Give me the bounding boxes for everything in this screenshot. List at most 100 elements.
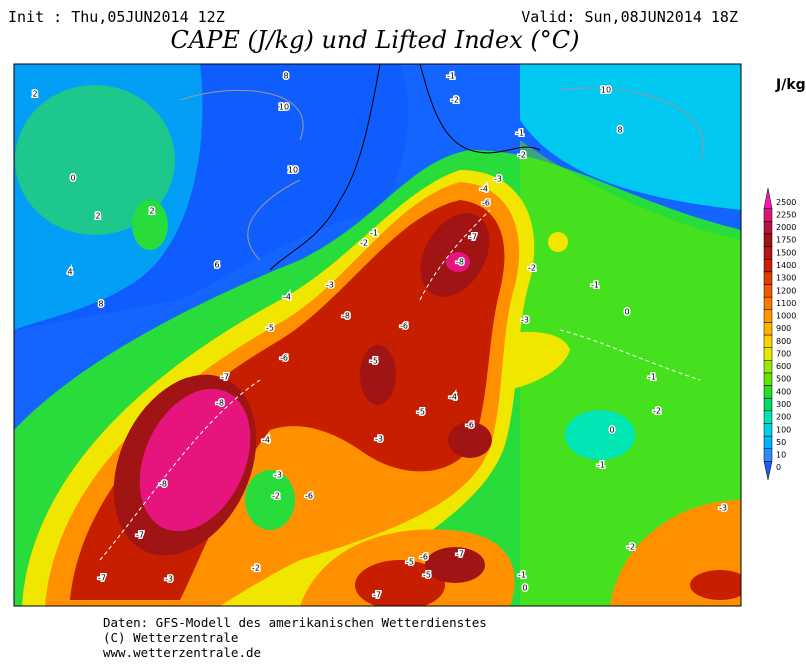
colorbar-label: 10: [776, 451, 786, 460]
contour-label: -8: [159, 480, 167, 489]
contour-label: -5: [406, 558, 414, 567]
init-time: Init : Thu,05JUN2014 12Z: [8, 8, 225, 26]
colorbar-label: 1000: [776, 312, 796, 321]
contour-label: -7: [469, 233, 477, 242]
contour-label: -6: [280, 354, 288, 363]
contour-label: 2: [149, 207, 154, 216]
contour-label: 2: [95, 212, 100, 221]
contour-label: -3: [326, 281, 334, 290]
colorbar-label: 100: [776, 425, 791, 434]
colorbar-label: 300: [776, 400, 791, 409]
footer-line: (C) Wetterzentrale: [103, 630, 238, 645]
colorbar-swatch: [763, 322, 773, 336]
colorbar-swatch: [763, 372, 773, 386]
contour-label: -7: [136, 531, 144, 540]
colorbar-swatch: [763, 397, 773, 412]
contour-labels: -8-8-7-7-7-6-5-4-3-8-7-8-6-5-4-6-5-3-2-1…: [31, 70, 729, 601]
contour-label: -7: [98, 574, 106, 583]
footer-line: Daten: GFS-Modell des amerikanischen Wet…: [103, 615, 487, 630]
contour-label: -1: [591, 281, 599, 290]
map-frame: [13, 63, 742, 607]
colorbar-label: 1100: [776, 299, 796, 308]
map-field: -8-8-7-7-7-6-5-4-3-8-7-8-6-5-4-6-5-3-2-1…: [14, 64, 741, 606]
contour-label: -4: [449, 393, 457, 402]
colorbar-label: 2250: [776, 210, 796, 219]
contour-label: 8: [98, 300, 103, 309]
colorbar-label: 1500: [776, 248, 796, 257]
contour-label: -7: [221, 373, 229, 382]
colorbar-label: 50: [776, 438, 786, 447]
colorbar-swatch: [763, 258, 773, 273]
contour-label: -5: [417, 408, 425, 417]
contour-label: -3: [274, 471, 282, 480]
colorbar-swatch: [763, 435, 773, 449]
contour-label: -6: [420, 553, 428, 562]
contour-label: 4: [67, 268, 72, 277]
contour-label: -3: [494, 175, 502, 184]
contour-label: 0: [522, 584, 527, 593]
colorbar-label: 200: [776, 413, 791, 422]
contour-label: 10: [288, 166, 298, 175]
colorbar-end: [763, 187, 773, 209]
contour-label: -2: [451, 96, 459, 105]
contour-label: -4: [480, 185, 488, 194]
colorbar-swatch: [763, 385, 773, 399]
contour-label: -6: [466, 421, 474, 430]
colorbar-swatch: [763, 208, 773, 222]
colorbar-swatch: [763, 448, 773, 462]
footer-line: www.wetterzentrale.de: [103, 645, 261, 660]
colorbar-swatch: [763, 423, 773, 437]
colorbar-label: 900: [776, 324, 791, 333]
contour-label: 8: [283, 72, 288, 81]
contour-label: -3: [165, 575, 173, 584]
colorbar-label: 500: [776, 375, 791, 384]
contour-label: -1: [597, 461, 605, 470]
contour-label: -8: [342, 312, 350, 321]
colorbar-swatch: [763, 246, 773, 260]
contour-label: 2: [32, 90, 37, 99]
contour-label: -2: [272, 492, 280, 501]
colorbar-label: 2000: [776, 223, 796, 232]
colorbar-swatch: [763, 309, 773, 323]
contour-label: -2: [528, 264, 536, 273]
contour-label: -4: [283, 293, 291, 302]
colorbar-label: 1400: [776, 261, 796, 270]
contour-label: -5: [423, 571, 431, 580]
colorbar-swatch: [763, 410, 773, 424]
contour-label: -2: [518, 151, 526, 160]
colorbar-swatch: [763, 221, 773, 235]
contour-label: -5: [266, 324, 274, 333]
contour-label: -2: [627, 543, 635, 552]
colorbar-label: 1300: [776, 274, 796, 283]
contour-label: -8: [456, 258, 464, 267]
contour-label: -2: [653, 407, 661, 416]
contour-label: -6: [400, 322, 408, 331]
colorbar-swatch: [763, 360, 773, 374]
contour-label: -6: [482, 199, 490, 208]
colorbar-swatch: [763, 284, 773, 298]
contour-label: 0: [609, 426, 614, 435]
contour-label: 10: [601, 86, 611, 95]
colorbar-label: 800: [776, 337, 791, 346]
contour-label: -1: [447, 72, 455, 81]
contour-label: -7: [373, 591, 381, 600]
contour-label: -1: [648, 373, 656, 382]
contour-label: 8: [617, 126, 622, 135]
colorbar-unit: J/kg: [775, 77, 806, 93]
colorbar-swatch: [763, 271, 773, 285]
contour-label: 0: [624, 308, 629, 317]
colorbar-label: 2500: [776, 198, 796, 207]
colorbar-label: 0: [776, 463, 781, 472]
contour-label: -1: [516, 129, 524, 138]
colorbar-label: 400: [776, 387, 791, 396]
colorbar-label: 600: [776, 362, 791, 371]
colorbar-label: 1200: [776, 286, 796, 295]
contour-label: 6: [214, 261, 219, 270]
contour-label: -3: [375, 435, 383, 444]
contour-label: -1: [518, 571, 526, 580]
colorbar: 0 10 50 100 200 300 400 500 600 700 800 900 1000 1100…: [763, 187, 796, 481]
contour-label: -7: [456, 550, 464, 559]
map-title: CAPE (J/kg) und Lifted Index (°C): [171, 26, 580, 54]
colorbar-swatch: [763, 347, 773, 361]
